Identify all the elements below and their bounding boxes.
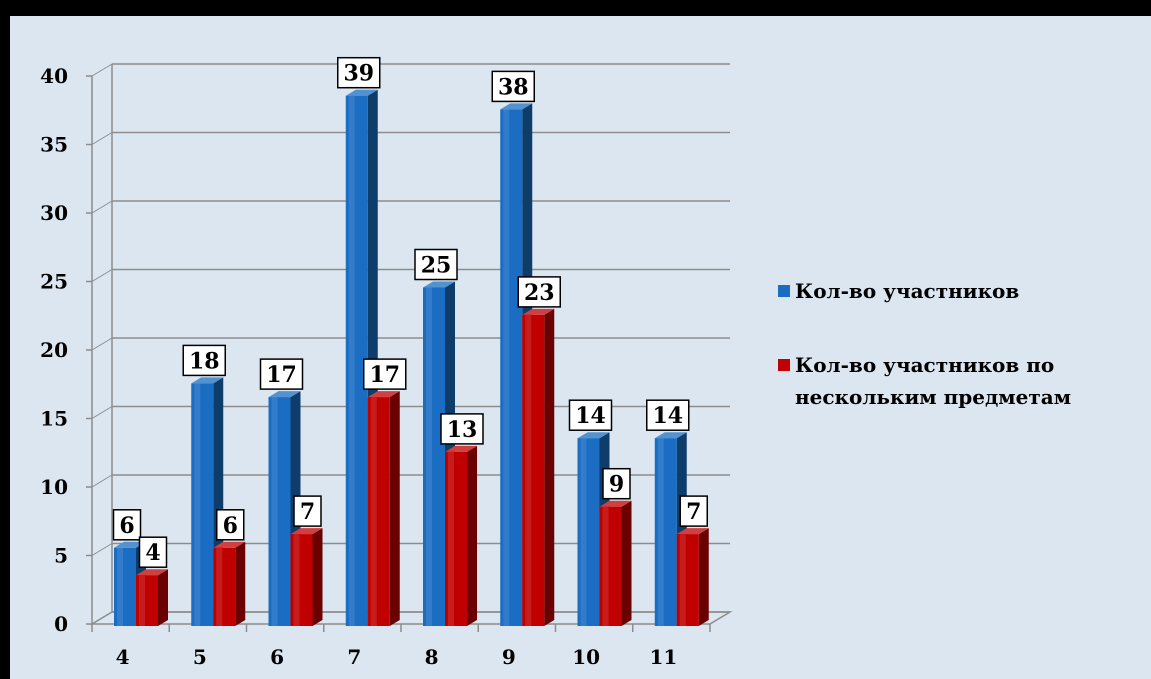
svg-text:14: 14 [575, 403, 606, 429]
x-tick-label: 9 [502, 645, 516, 669]
svg-text:38: 38 [498, 74, 529, 100]
y-tick-label: 30 [40, 201, 68, 225]
data-label: 6 [216, 509, 245, 541]
svg-text:14: 14 [652, 403, 683, 429]
x-tick-label: 11 [649, 645, 677, 669]
gridline-depth [91, 337, 113, 351]
legend-label: Кол-во участников по [795, 353, 1054, 377]
svg-text:23: 23 [524, 280, 555, 306]
y-tick-label: 0 [54, 612, 68, 636]
gridline-depth [91, 543, 113, 556]
legend-entry: Кол-во участников по нескольким предметам [778, 353, 1071, 409]
data-label: 39 [337, 56, 381, 89]
bar [522, 308, 555, 626]
y-tick-label: 40 [40, 64, 68, 88]
bar [445, 445, 477, 626]
svg-text:6: 6 [223, 513, 238, 539]
svg-text:25: 25 [421, 253, 452, 279]
bar [213, 541, 246, 626]
data-label: 38 [491, 70, 535, 103]
data-label: 25 [414, 248, 458, 281]
legend-label: нескольким предметам [795, 385, 1071, 409]
svg-text:6: 6 [119, 513, 134, 539]
bar [654, 432, 687, 626]
x-tick-label: 7 [347, 645, 361, 669]
data-label: 18 [182, 344, 226, 377]
chart-frame: 6 4 18 6 17 7 39 17 25 13 38 23 14 9 14 7 0 5 10 15 20 25 30 3… [10, 16, 1151, 679]
legend: Кол-во участников Кол-во участников по нес… [778, 279, 1071, 409]
svg-text:17: 17 [266, 362, 297, 388]
legend-swatch [778, 359, 790, 371]
bar [290, 528, 323, 626]
gridline-depth [91, 132, 113, 145]
data-label: 7 [679, 495, 708, 527]
data-label: 14 [646, 399, 690, 431]
svg-text:18: 18 [189, 348, 220, 374]
x-tick-label: 5 [193, 645, 207, 669]
y-tick-label: 15 [40, 407, 68, 431]
data-label: 17 [363, 358, 407, 390]
legend-label: Кол-во участников [795, 279, 1019, 303]
svg-text:7: 7 [300, 499, 315, 525]
svg-text:9: 9 [609, 472, 624, 498]
gridline-depth [91, 63, 113, 77]
x-tick-label: 6 [270, 645, 284, 669]
data-label: 14 [568, 399, 613, 431]
svg-text:17: 17 [369, 362, 400, 388]
gridlines [91, 63, 730, 625]
bar [136, 569, 168, 626]
data-label: 13 [440, 413, 484, 445]
bar [367, 391, 400, 626]
floor [89, 611, 733, 625]
data-label: 6 [112, 509, 142, 541]
gridline-depth [91, 474, 113, 488]
y-tick-label: 20 [40, 338, 68, 362]
bar [599, 500, 632, 626]
data-label: 9 [602, 467, 631, 500]
x-tick-label: 8 [425, 645, 439, 669]
svg-text:13: 13 [447, 417, 478, 443]
gridline-depth [91, 200, 113, 214]
legend-entry: Кол-во участников [778, 279, 1019, 303]
y-tick-label: 10 [40, 475, 68, 499]
gridline-depth [91, 406, 113, 419]
data-label: 17 [259, 358, 304, 390]
data-label: 7 [293, 495, 322, 527]
svg-text:39: 39 [343, 61, 374, 87]
data-label: 4 [138, 536, 168, 568]
svg-text:7: 7 [686, 499, 701, 525]
y-tick-label: 5 [54, 544, 68, 568]
legend-swatch [778, 285, 790, 297]
data-label: 23 [517, 276, 561, 308]
y-tick-label: 35 [40, 133, 68, 157]
bars [114, 89, 709, 626]
y-tick-label: 25 [40, 270, 68, 294]
x-tick-label: 4 [116, 645, 130, 669]
gridline-depth [91, 269, 113, 282]
svg-text:4: 4 [145, 540, 160, 566]
bar [676, 528, 709, 626]
x-tick-label: 10 [572, 645, 600, 669]
